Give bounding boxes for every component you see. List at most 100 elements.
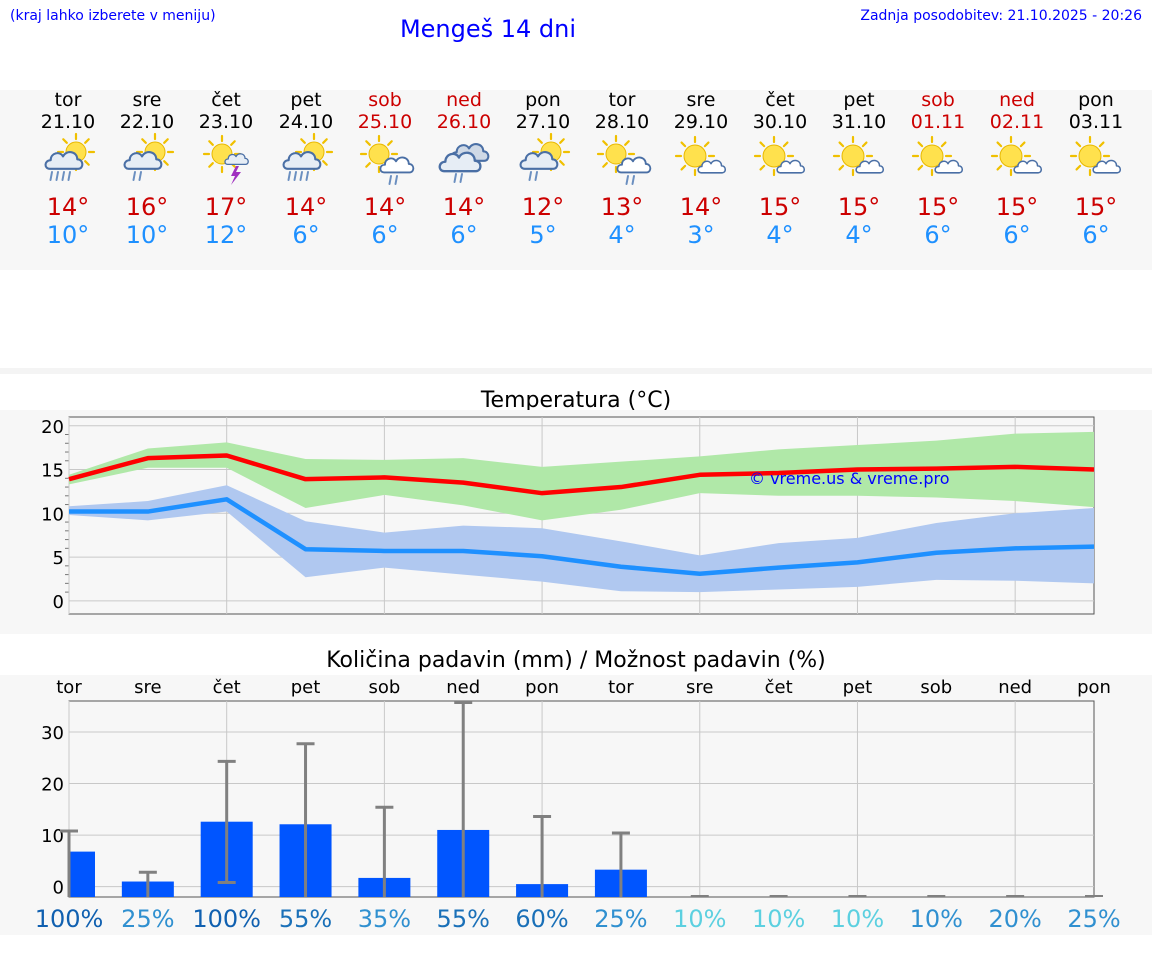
day-name: sre [132,89,162,111]
temp-min: 6° [450,221,478,249]
sun-ray [141,138,147,144]
temp-min: 10° [46,221,90,249]
cloud-outline [776,159,806,174]
temp-max: 15° [758,193,802,221]
day-column: čet 30.10 15° 4° [740,89,820,249]
sun-shape [202,134,242,174]
rain-drop [631,175,635,185]
sun-disc [605,143,627,165]
y-tick-label: 15 [41,461,64,482]
precipitation-chart-title: Količina padavin (mm) / Možnost padavin … [326,648,826,673]
day-name: sre [686,89,716,111]
day-column: sob 25.10 14° 6° [345,89,425,249]
sun-ray [602,140,608,146]
sun-small-cloud-icon [753,135,806,177]
sun-ray [782,141,789,148]
cloud-shape [282,151,322,170]
x-day-label: čet [213,677,241,698]
temp-min: 6° [1082,221,1110,249]
probability-label: 10% [831,905,884,933]
day-name: čet [211,89,241,111]
day-date: 31.10 [831,111,887,133]
day-column: čet 23.10 17° 12° [186,89,266,249]
probability-label: 60% [515,905,568,933]
temp-min: 6° [371,221,399,249]
sun-ray [996,141,1003,148]
x-day-label: pon [1077,677,1111,698]
sun-ray [861,141,868,148]
cloud-shape [224,153,249,166]
x-day-label: pet [843,677,873,698]
day-date: 29.10 [673,111,729,133]
cloud-outline [616,156,652,174]
precipitation-chart: 0 10 20 30 tor sre čet pet sob ned pon tor sre čet pet… [35,677,1121,933]
sun-ray [365,140,371,146]
sun-small-cloud-icon [990,135,1043,177]
rain-drop [61,171,65,181]
daily-forecast-panel [0,90,1152,270]
x-day-label: čet [765,677,793,698]
rain-drop [138,171,142,181]
temperature-chart: 0 5 10 15 20 © vreme.us & vreme.pro [41,416,1095,615]
day-name: tor [54,89,82,111]
day-date: 24.10 [278,111,334,133]
sun-ray [208,162,214,168]
rain-drop [55,171,59,181]
rain-drop [453,173,457,183]
sun-ray [300,138,306,144]
sun-ray [703,141,710,148]
sun-ray [84,138,90,144]
probability-label: 10% [752,905,805,933]
sun-ray [917,164,924,171]
sun-ray [322,160,328,166]
cloud-outline [855,159,885,174]
probability-label: 100% [35,905,104,933]
temp-min: 4° [608,221,636,249]
x-day-label: pon [525,677,559,698]
probability-label: 100% [192,905,261,933]
temp-max: 14° [442,193,486,221]
page-title: Mengeš 14 dni [399,15,577,43]
rain-drop [388,175,392,185]
cloud-shape [1092,159,1122,174]
day-name: čet [765,89,795,111]
rain-drop [299,171,303,181]
temp-max-line [68,453,1095,496]
rain-drops [528,171,538,181]
probability-label: 10% [910,905,963,933]
sun-shape [832,135,874,177]
x-day-label: sob [920,677,952,698]
x-day-label: tor [608,677,634,698]
rain-drop [293,171,297,181]
temp-min: 3° [687,221,715,249]
cloud-shape [855,159,885,174]
rain-drops [49,171,71,181]
probability-label: 25% [121,905,174,933]
temp-min: 5° [529,221,557,249]
sun-ray [624,140,630,146]
region-hint-link[interactable]: (kraj lahko izberete v meniju) [10,8,216,24]
sun-small-cloud-icon [832,135,885,177]
x-day-label: sob [368,677,400,698]
cloud-outline [519,151,559,170]
y-tick-label: 20 [41,417,64,438]
day-column: tor 28.10 13° 4° [582,89,662,249]
sun-ray [838,141,845,148]
cloud-shape [44,151,84,170]
day-date: 01.11 [910,111,966,133]
probability-label: 35% [358,905,411,933]
sun-cloud-light-rain-icon [359,134,415,185]
temp-min: 10° [125,221,169,249]
day-column: pet 31.10 15° 4° [819,89,899,249]
sun-ray [602,162,608,168]
cloud-outline [379,156,415,174]
max-range-band [69,431,1094,521]
temperature-chart-title: Temperatura (°C) [480,388,672,413]
day-date: 02.11 [989,111,1045,133]
sun-ray [230,140,236,146]
sun-ray [62,138,68,144]
sun-ray [84,160,90,166]
rain-drop [528,171,532,181]
sun-ray [940,141,947,148]
day-column: pet 24.10 14° 6° [266,89,346,249]
